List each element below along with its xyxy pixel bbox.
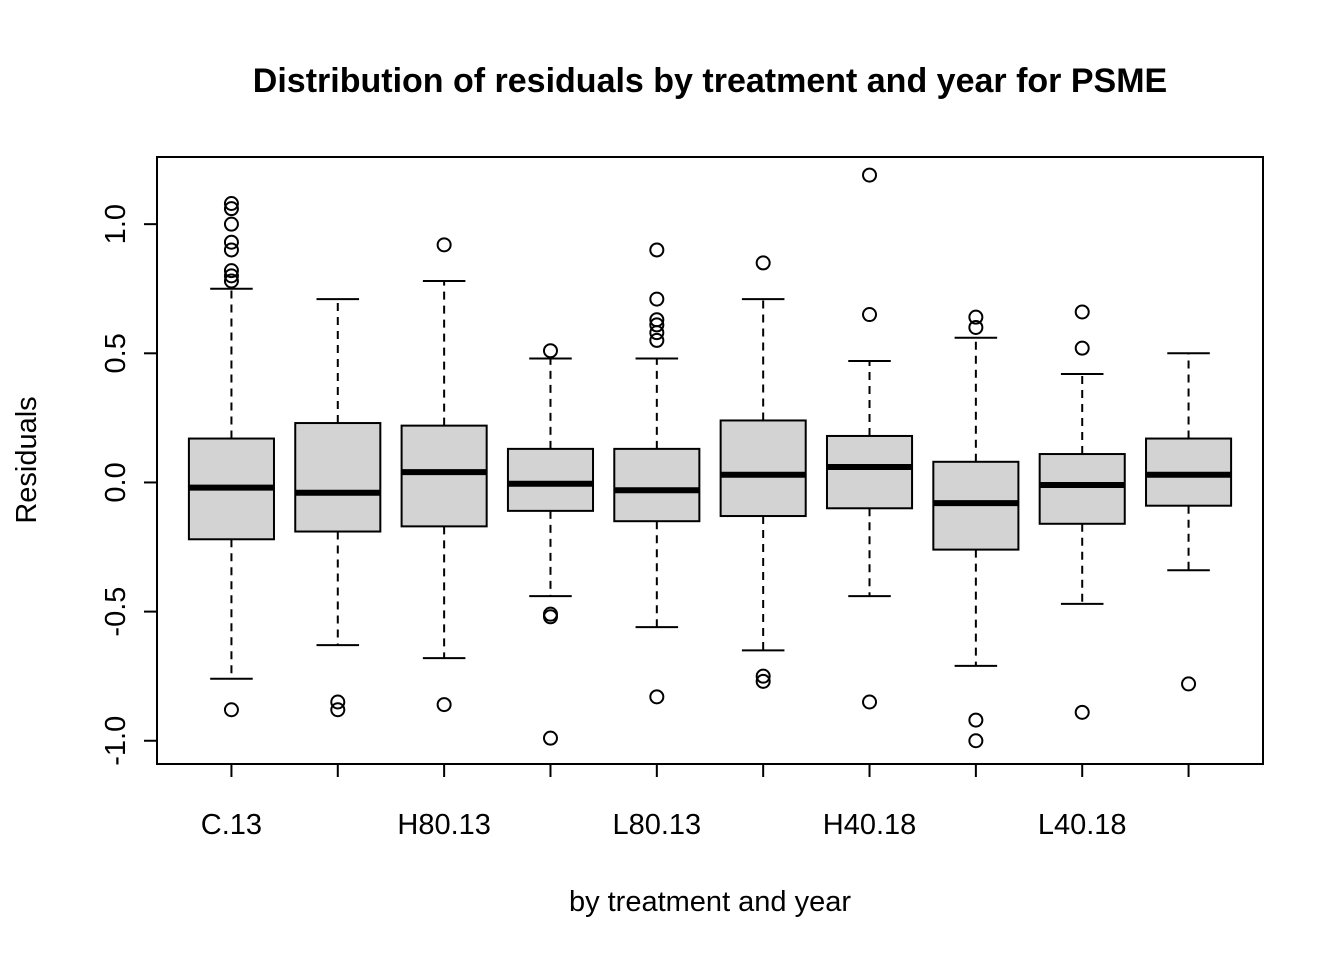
outlier-point [968, 733, 984, 749]
iqr-box [400, 424, 488, 528]
outlier-point [755, 673, 771, 689]
iqr-box [1038, 453, 1126, 525]
outlier-point [542, 343, 558, 359]
iqr-box [506, 447, 595, 512]
outlier-point [755, 668, 771, 684]
x-axis-label: by treatment and year [569, 886, 851, 918]
y-tick-label: 1.0 [100, 204, 132, 244]
iqr-box [825, 434, 914, 510]
iqr-box [294, 422, 382, 533]
outlier-point [649, 242, 665, 258]
box-group [932, 309, 1020, 749]
outlier-point [223, 273, 239, 289]
outlier-point [1074, 340, 1090, 356]
outlier-point [862, 694, 878, 710]
box-group [294, 298, 382, 718]
outlier-point [755, 255, 771, 271]
outlier-point [1074, 704, 1090, 720]
outlier-point [330, 702, 346, 718]
box-group [400, 237, 488, 713]
y-tick-label: 0.5 [100, 333, 132, 373]
y-tick-label: -0.5 [100, 587, 132, 637]
outlier-point [1181, 676, 1197, 692]
outlier-point [223, 263, 239, 279]
outlier-point [649, 317, 665, 333]
outlier-point [649, 312, 665, 328]
box-group [1038, 304, 1126, 720]
y-axis: -1.0 -0.5 0.0 0.5 1.0 [100, 204, 157, 766]
y-tick-label: -1.0 [100, 716, 132, 766]
x-tick-label: L80.13 [612, 809, 701, 841]
outlier-point [968, 712, 984, 728]
x-tick-label: L40.18 [1038, 809, 1127, 841]
iqr-box [613, 447, 701, 523]
plot-area: -1.0 -0.5 0.0 0.5 1.0 C.13 H80.13 L80.13 H40.18 L… [100, 156, 1264, 841]
outlier-point [968, 309, 984, 325]
box-group [825, 167, 914, 710]
outlier-point [223, 702, 239, 718]
box-group [506, 343, 595, 746]
outlier-point [223, 201, 239, 217]
outlier-point [436, 697, 452, 713]
outlier-point [649, 332, 665, 348]
chart-title: Distribution of residuals by treatment a… [253, 62, 1167, 100]
outlier-point [649, 689, 665, 705]
box-group [719, 255, 807, 689]
x-tick-label: C.13 [201, 809, 262, 841]
y-tick-label: 0.0 [100, 462, 132, 502]
outlier-point [862, 167, 878, 183]
x-tick-label: H40.18 [823, 809, 917, 841]
outlier-point [223, 216, 239, 232]
box-group [187, 195, 275, 718]
x-tick-label: H80.13 [397, 809, 491, 841]
outlier-point [223, 195, 239, 211]
box-group [613, 242, 701, 705]
outlier-point [436, 237, 452, 253]
outlier-point [862, 307, 878, 323]
outlier-point [223, 268, 239, 284]
outlier-point [542, 609, 558, 625]
plot-frame [156, 156, 1264, 765]
x-axis: C.13 H80.13 L80.13 H40.18 L40.18 [201, 764, 1190, 841]
outlier-point [542, 730, 558, 746]
iqr-box [719, 419, 807, 518]
outlier-point [330, 694, 346, 710]
outlier-point [223, 242, 239, 258]
y-axis-label: Residuals [11, 396, 43, 523]
box-group [1145, 352, 1233, 692]
outlier-point [968, 319, 984, 335]
outlier-point [649, 291, 665, 307]
outlier-point [1074, 304, 1090, 320]
outlier-point [223, 234, 239, 250]
